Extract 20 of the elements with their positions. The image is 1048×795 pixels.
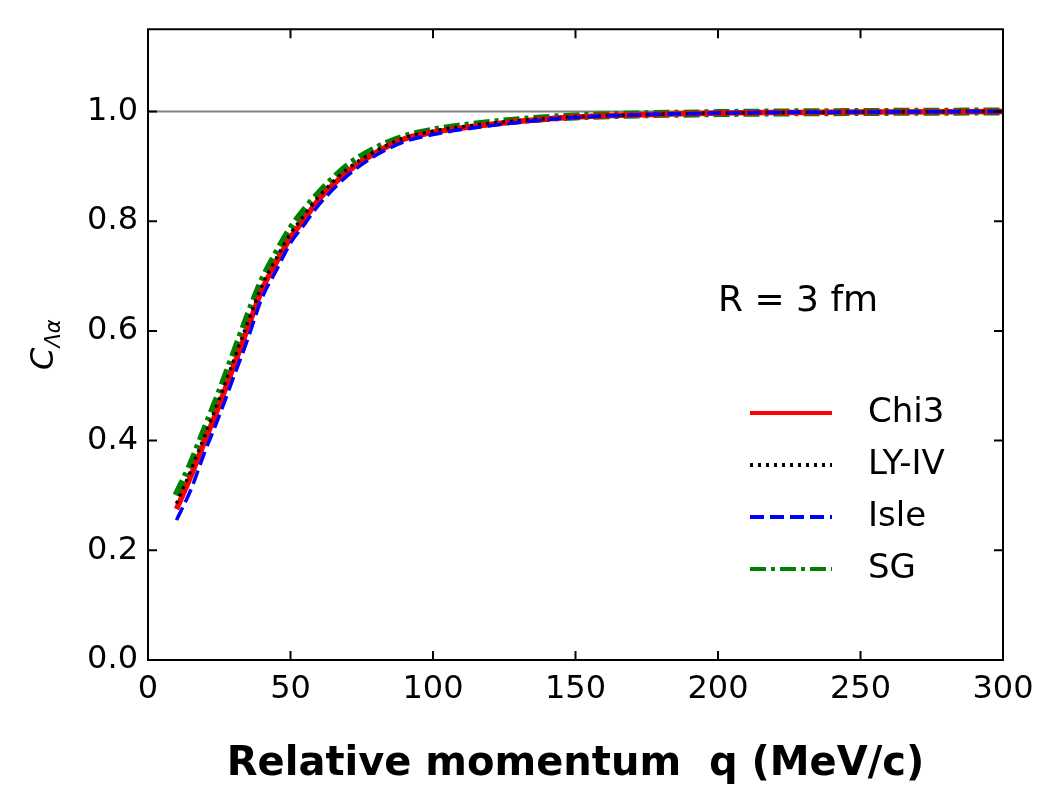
y-tick-label: 1.0 (87, 89, 138, 128)
x-axis-title: Relative momentum q (MeV/c) (226, 738, 925, 785)
x-tick-label: 100 (402, 667, 464, 706)
x-tick-label: 300 (972, 667, 1034, 706)
y-tick-label: 0.8 (87, 199, 138, 238)
legend-label: Isle (868, 493, 927, 534)
legend-label: SG (868, 545, 916, 586)
y-axis-title: CΛα (23, 319, 66, 370)
annotation: R = 3 fm (718, 278, 879, 320)
x-tick-label: 250 (829, 667, 892, 706)
x-tick-label: 50 (270, 667, 311, 706)
x-tick-label: 0 (137, 667, 159, 706)
y-tick-label: 0.2 (87, 528, 138, 567)
y-tick-label: 0.0 (87, 638, 138, 677)
y-tick-label: 0.6 (87, 309, 138, 348)
x-tick-label: 150 (544, 667, 607, 706)
legend-label: Chi3 (868, 389, 945, 430)
y-tick-label: 0.4 (87, 418, 138, 457)
x-tick-label: 200 (687, 667, 749, 706)
legend-label: LY-IV (868, 441, 945, 482)
